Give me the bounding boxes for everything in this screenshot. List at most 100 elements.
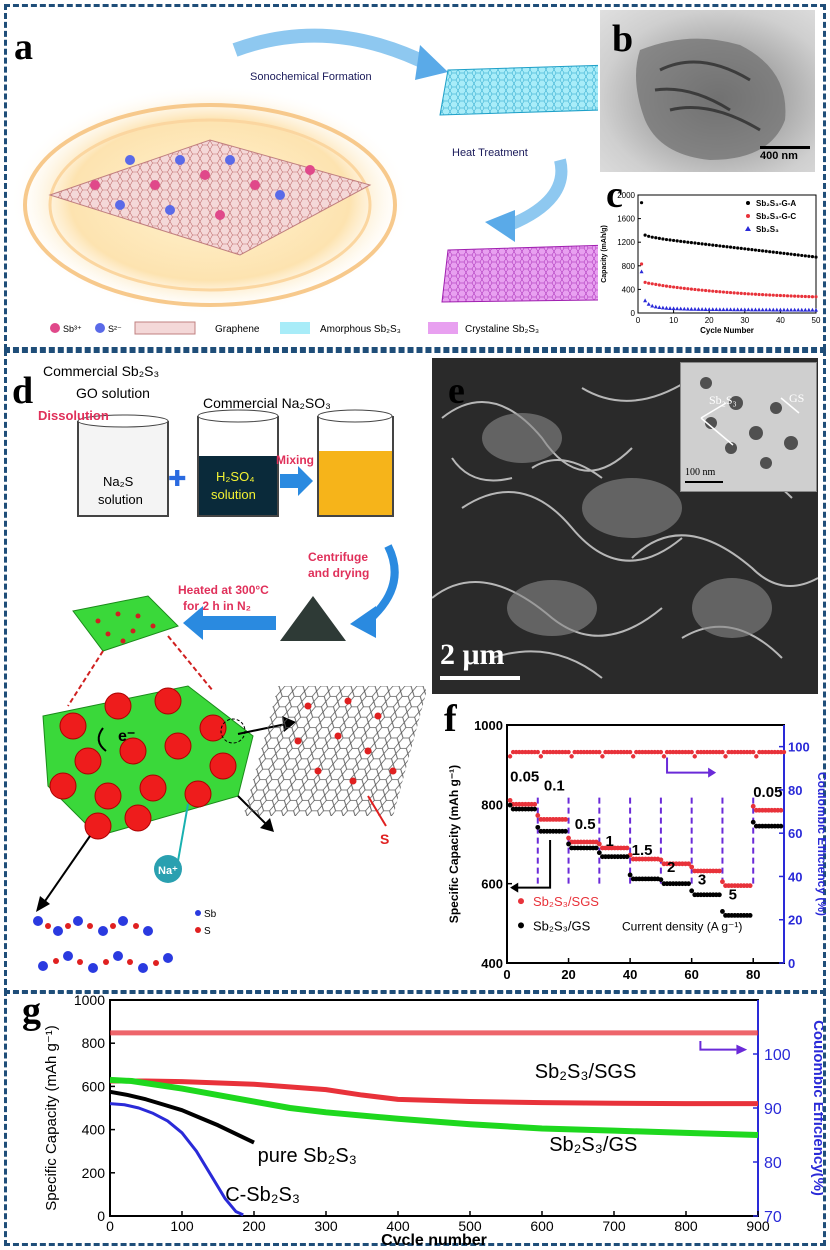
ce-arrow [699,1041,737,1051]
panel-b-tem-image [600,10,815,172]
data-point [778,251,782,255]
data-point [657,236,661,240]
data-point [782,294,786,298]
capacity-point [535,824,541,830]
data-point [689,306,694,311]
y-tick-label: 2000 [617,191,635,200]
x-tick-label: 40 [623,967,637,982]
ce-point [671,749,676,755]
y-tick-label: 0 [97,1208,105,1224]
y-axis-label: Capacity (mAh/g) [601,225,608,283]
data-point [757,292,761,297]
x-tick-label: 40 [776,316,785,325]
x-tick-label: 300 [314,1218,338,1234]
ce-point [630,754,636,759]
data-point [678,306,683,311]
ce-point [627,749,633,755]
x-tick-label: 400 [386,1218,410,1234]
powder-triangle [280,596,346,641]
na-ion [154,855,182,883]
ce-point [600,754,605,759]
sb2s3-crystal [33,916,173,973]
sonochemical-arrow [232,28,434,72]
capacity-point [658,857,664,863]
legend-label: Sb₂S₃-G-C [756,212,796,221]
ce-point [535,749,540,755]
data-point [693,241,697,245]
capacity-point [563,828,568,834]
data-point [700,242,704,246]
inset-scalebar-label: 100 nm [685,467,716,478]
beaker-na2s [77,421,169,517]
data-point [679,286,683,290]
data-point [728,245,733,249]
capacity-point [778,823,784,829]
ce-point [661,754,667,759]
ce-point [707,749,713,755]
panel-d-schematic: Na₂S solution ✚ H₂SO₄ solution Mixing Co… [33,363,426,973]
data-point [725,290,729,294]
data-point [757,307,762,312]
panel-e-sem-image: 2 μm [432,358,818,694]
y-tick-label: 800 [481,797,503,812]
panel-e-inset: Sb₂S₃ GS 100 nm [680,362,817,492]
ce-point [649,749,654,755]
ce-point [624,749,630,755]
data-point [654,282,658,286]
chart-g: 0 100 200 300 400 500 600 700 800 900 0 200 400 600 80… [43,995,823,1245]
data-point [764,307,769,312]
ce-point [538,754,544,759]
heat-arrow-d [183,606,276,640]
data-point [700,288,704,292]
data-point [782,251,786,255]
ce-point [760,749,765,755]
sb-legend: Sb [204,909,217,920]
ce-point [674,749,679,755]
ce-point [781,749,787,755]
data-point [696,288,701,292]
data-point [682,306,687,311]
ce-point [732,749,737,755]
ce-arrowhead [708,767,717,778]
data-point [750,248,754,252]
panel-label-c: c [606,174,623,216]
y2-axis-label: Coulombic Efficiency(%) [810,1020,823,1196]
y-tick-label: 800 [622,262,636,271]
legend-label: Sb₂S₃/GS [533,918,591,933]
data-point [671,306,676,311]
capacity-point [532,801,538,807]
legend-sb3: Sb³⁺ [63,324,82,334]
data-point [803,307,808,312]
data-point [732,245,736,250]
data-point [672,238,676,243]
graphene-lattice [243,686,426,816]
data-point [732,291,736,295]
x-tick-label: 500 [458,1218,482,1234]
y-tick-label: 600 [481,877,503,892]
ce-point [603,749,608,755]
ce-point [769,749,774,755]
ce-point [640,749,645,755]
data-point [653,304,658,309]
x-tick-label: 30 [740,316,749,325]
ce-point [569,754,574,759]
ce-point [772,749,777,755]
data-point [696,307,701,311]
x-tick-label: 60 [684,967,698,982]
data-point [785,307,790,312]
data-point [746,307,751,312]
ce-point [563,749,568,755]
x-axis-label: Cycle Number [700,326,754,335]
go-solution: GO solution [76,385,150,401]
data-point [789,294,793,298]
legend-marker [518,898,524,905]
ce-point [751,749,756,755]
s-legend-dot [195,927,201,933]
y-tick-label: 800 [82,1035,106,1051]
panel-frame-top [4,4,826,350]
ce-point [637,749,642,755]
centrifuge-label-1: Centrifuge [308,550,368,564]
capacity-point [750,803,756,809]
ce-point [572,749,577,755]
